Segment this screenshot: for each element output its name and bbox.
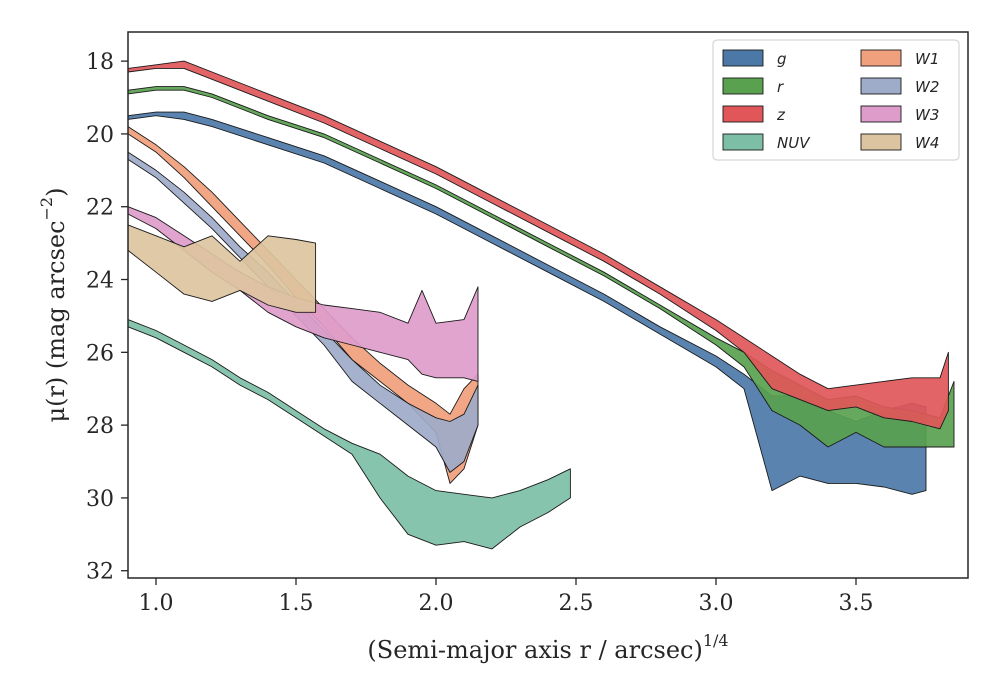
x-axis-label-text: (Semi-major axis r / arcsec): [367, 636, 702, 664]
x-axis-label-exponent: 1/4: [703, 631, 729, 650]
legend-label-g: g: [777, 50, 787, 68]
y-tick-label: 20: [86, 123, 114, 148]
x-tick-label: 3.5: [839, 591, 874, 616]
legend-swatch-g: [722, 49, 764, 67]
y-tick-label: 22: [86, 196, 114, 221]
legend-box: [712, 39, 960, 161]
y-axis-label-exponent: −2: [37, 197, 56, 221]
legend: grz NUV W1 W2 W3 W4: [712, 39, 960, 161]
y-axis-label-text: μ(r) (mag arcsec: [42, 220, 70, 422]
legend-label-w4: W4: [915, 134, 939, 152]
x-tick-label: 2.0: [419, 591, 454, 616]
series-band-z: [127, 60, 949, 430]
series-band-nuv: [127, 319, 571, 550]
series-band-w4: [127, 224, 317, 313]
axes-layer: 1.0 1.5 2.0 2.5 3.0 3.5 18 20 22 24 26 28 30 32: [86, 31, 969, 616]
x-tick-label: 1.0: [139, 591, 174, 616]
plot-frame: [127, 31, 969, 579]
legend-swatch-r: [722, 77, 764, 95]
y-tick-label: 24: [86, 269, 114, 294]
legend-swatch-w3: [860, 105, 902, 123]
y-tick-label: 26: [86, 341, 114, 366]
y-tick-label: 32: [86, 560, 114, 585]
series-band-g: [127, 111, 927, 495]
legend-swatch-w2: [860, 77, 902, 95]
y-axis-label: μ(r) (mag arcsec−2): [37, 188, 70, 423]
x-tick-label: 2.5: [559, 591, 594, 616]
legend-swatch-w4: [860, 133, 902, 151]
legend-label-w2: W2: [915, 78, 939, 96]
legend-swatch-z: [722, 105, 764, 123]
y-tick-label: 18: [86, 50, 114, 75]
x-axis-label: (Semi-major axis r / arcsec)1/4: [367, 631, 728, 664]
legend-swatch-w1: [860, 49, 902, 67]
y-tick-label: 28: [86, 414, 114, 439]
legend-label-r: r: [777, 78, 784, 96]
legend-label-z: z: [776, 106, 786, 124]
y-axis-label-close: ): [42, 188, 70, 197]
legend-label-nuv: NUV: [777, 134, 811, 152]
y-tick-label: 30: [86, 487, 114, 512]
x-tick-label: 3.0: [699, 591, 734, 616]
series-layer: [127, 60, 955, 550]
legend-label-w3: W3: [915, 106, 939, 124]
legend-swatch-nuv: [722, 133, 764, 151]
legend-label-w1: W1: [915, 50, 939, 68]
x-tick-label: 1.5: [279, 591, 314, 616]
